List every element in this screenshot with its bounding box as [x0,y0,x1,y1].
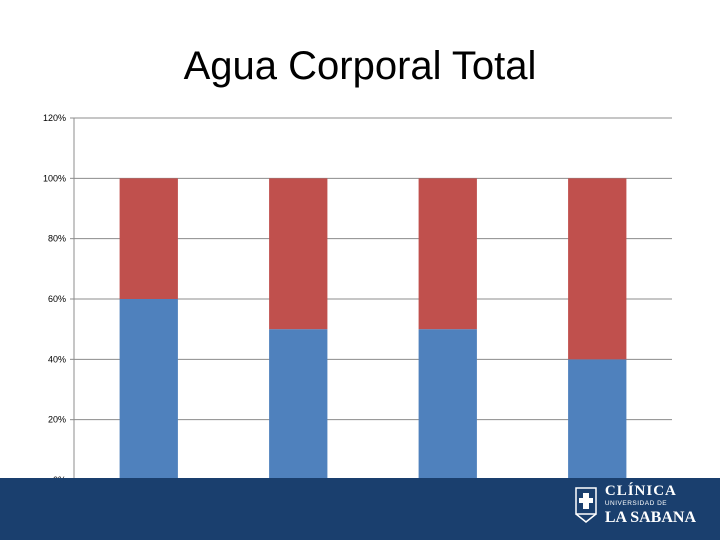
bar-agua [119,299,178,480]
y-tick-label: 80% [48,234,66,244]
logo-line-1: CLÍNICA [604,483,677,499]
bar-resto [418,178,477,330]
y-tick-label: 40% [48,354,66,364]
y-tick-label: 60% [48,294,66,304]
crest-icon [575,487,597,523]
logo-text: CLÍNICA UNIVERSIDAD DE LA SABANA [605,484,696,526]
bar-agua [418,329,477,480]
y-tick-label: 120% [43,113,66,123]
bar-agua [568,359,627,480]
university-logo: CLÍNICA UNIVERSIDAD DE LA SABANA [573,484,696,526]
y-tick-label: 20% [48,415,66,425]
bar-resto [119,178,178,299]
chart-bars [119,178,627,480]
logo-line-3: LA SABANA [604,508,696,526]
bar-resto [568,178,627,360]
bar-agua [269,329,328,480]
bar-resto [269,178,328,330]
y-axis-ticks: 0%20%40%60%80%100%120% [43,113,74,485]
slide-title: Agua Corporal Total [183,44,537,88]
footer-band [0,478,720,540]
y-tick-label: 100% [43,173,66,183]
logo-line-2: UNIVERSIDAD DE [604,500,668,507]
